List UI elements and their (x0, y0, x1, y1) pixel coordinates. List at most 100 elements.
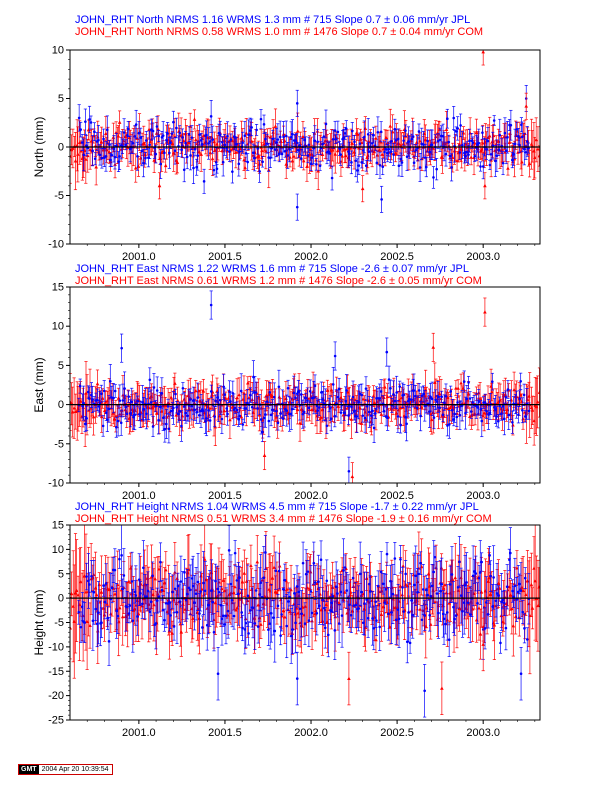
north-jpl-point (151, 129, 155, 133)
north-jpl-point (100, 156, 104, 160)
north-xtick-label: 2002.0 (294, 251, 328, 263)
north-jpl-point (289, 135, 293, 139)
north-jpl-point (407, 140, 410, 143)
east-jpl-point (213, 415, 216, 418)
north-jpl-point (89, 121, 93, 124)
east-com-point (394, 411, 399, 415)
north-jpl-point (504, 149, 508, 153)
east-jpl-point (285, 409, 289, 412)
east-com-point (505, 407, 510, 412)
east-jpl-point (366, 404, 369, 408)
north-jpl-point (169, 141, 172, 144)
east-jpl-point (204, 420, 207, 423)
north-jpl-point (375, 161, 379, 165)
north-jpl-point (184, 141, 187, 145)
north-com-point (197, 150, 202, 154)
east-jpl-point (205, 417, 208, 420)
east-jpl-point (355, 415, 359, 418)
north-com-point (320, 152, 325, 156)
north-jpl-point (211, 138, 215, 141)
north-jpl-point (84, 144, 88, 147)
north-com-point (88, 147, 92, 152)
north-com-point (360, 186, 365, 191)
east-jpl-point (237, 417, 240, 421)
north-jpl-point (432, 176, 435, 179)
east-jpl-point (250, 405, 254, 409)
east-com-point (319, 415, 323, 419)
north-jpl-point (295, 205, 299, 209)
north-jpl-point (161, 134, 165, 137)
north-jpl-point (397, 164, 401, 168)
east-jpl-point (267, 419, 271, 423)
north-jpl-point (165, 138, 168, 142)
north-jpl-point (273, 148, 277, 151)
east-jpl-point (136, 399, 140, 403)
north-com-point (269, 141, 274, 146)
north-jpl-point (187, 132, 191, 136)
east-com-point (383, 385, 387, 389)
east-jpl-point (325, 424, 329, 428)
north-jpl-point (214, 161, 218, 164)
east-jpl-point (121, 399, 125, 402)
north-jpl-point (456, 127, 460, 130)
east-com-point (91, 415, 96, 419)
east-com-point (237, 392, 241, 397)
north-jpl-point (426, 139, 429, 143)
east-com-point (456, 386, 460, 390)
north-jpl-point (350, 129, 354, 133)
east-com-point (225, 408, 229, 412)
north-jpl-point (98, 153, 102, 157)
east-com-point (482, 411, 486, 415)
east-com-point (307, 407, 312, 411)
north-com-point (472, 141, 477, 145)
east-jpl-point (82, 401, 85, 405)
north-jpl-point (133, 135, 137, 138)
east-jpl-point (353, 409, 356, 413)
east-jpl-point (302, 410, 306, 414)
east-com-point (99, 414, 104, 419)
north-com-point (99, 140, 104, 144)
north-jpl-point (117, 160, 120, 163)
north-com-point (481, 50, 485, 54)
east-jpl-point (176, 412, 180, 416)
north-jpl-point (180, 148, 183, 151)
north-jpl-point (221, 140, 224, 144)
east-jpl-point (313, 384, 317, 388)
east-jpl-point (363, 416, 367, 420)
north-jpl-point (342, 136, 346, 139)
north-jpl-point (88, 118, 91, 121)
east-jpl-point (277, 385, 281, 389)
east-jpl-point (259, 418, 263, 421)
east-jpl-point (193, 408, 197, 412)
north-jpl-point (131, 141, 135, 145)
north-jpl-point (467, 153, 470, 156)
north-jpl-point (108, 143, 111, 147)
east-jpl-point (132, 415, 135, 419)
north-com-point (343, 153, 348, 158)
north-com-point (469, 155, 473, 159)
north-com-point (508, 131, 512, 135)
north-jpl-point (223, 143, 226, 147)
north-jpl-point (205, 133, 208, 137)
north-com-point (316, 169, 321, 173)
east-com-point (72, 406, 76, 410)
north-jpl-point (501, 161, 505, 165)
east-jpl-point (372, 426, 376, 430)
east-jpl-point (304, 396, 308, 400)
north-jpl-point (322, 135, 326, 138)
east-jpl-point (220, 417, 224, 421)
north-com-point (496, 139, 501, 143)
north-jpl-point (354, 159, 358, 163)
north-jpl-point (495, 154, 499, 158)
east-jpl-point (83, 422, 87, 426)
north-com-point (330, 148, 335, 152)
north-jpl-point (450, 166, 453, 169)
east-jpl-point (214, 399, 217, 403)
north-jpl-point (411, 135, 415, 138)
north-ytick-label: 0 (58, 142, 64, 154)
north-jpl-point (288, 148, 291, 151)
east-jpl-point (202, 409, 205, 413)
height-jpl-stats: JOHN_RHT Height NRMS 1.04 WRMS 4.5 mm # … (75, 501, 479, 513)
north-data-points (70, 50, 540, 221)
north-jpl-point (286, 154, 290, 157)
